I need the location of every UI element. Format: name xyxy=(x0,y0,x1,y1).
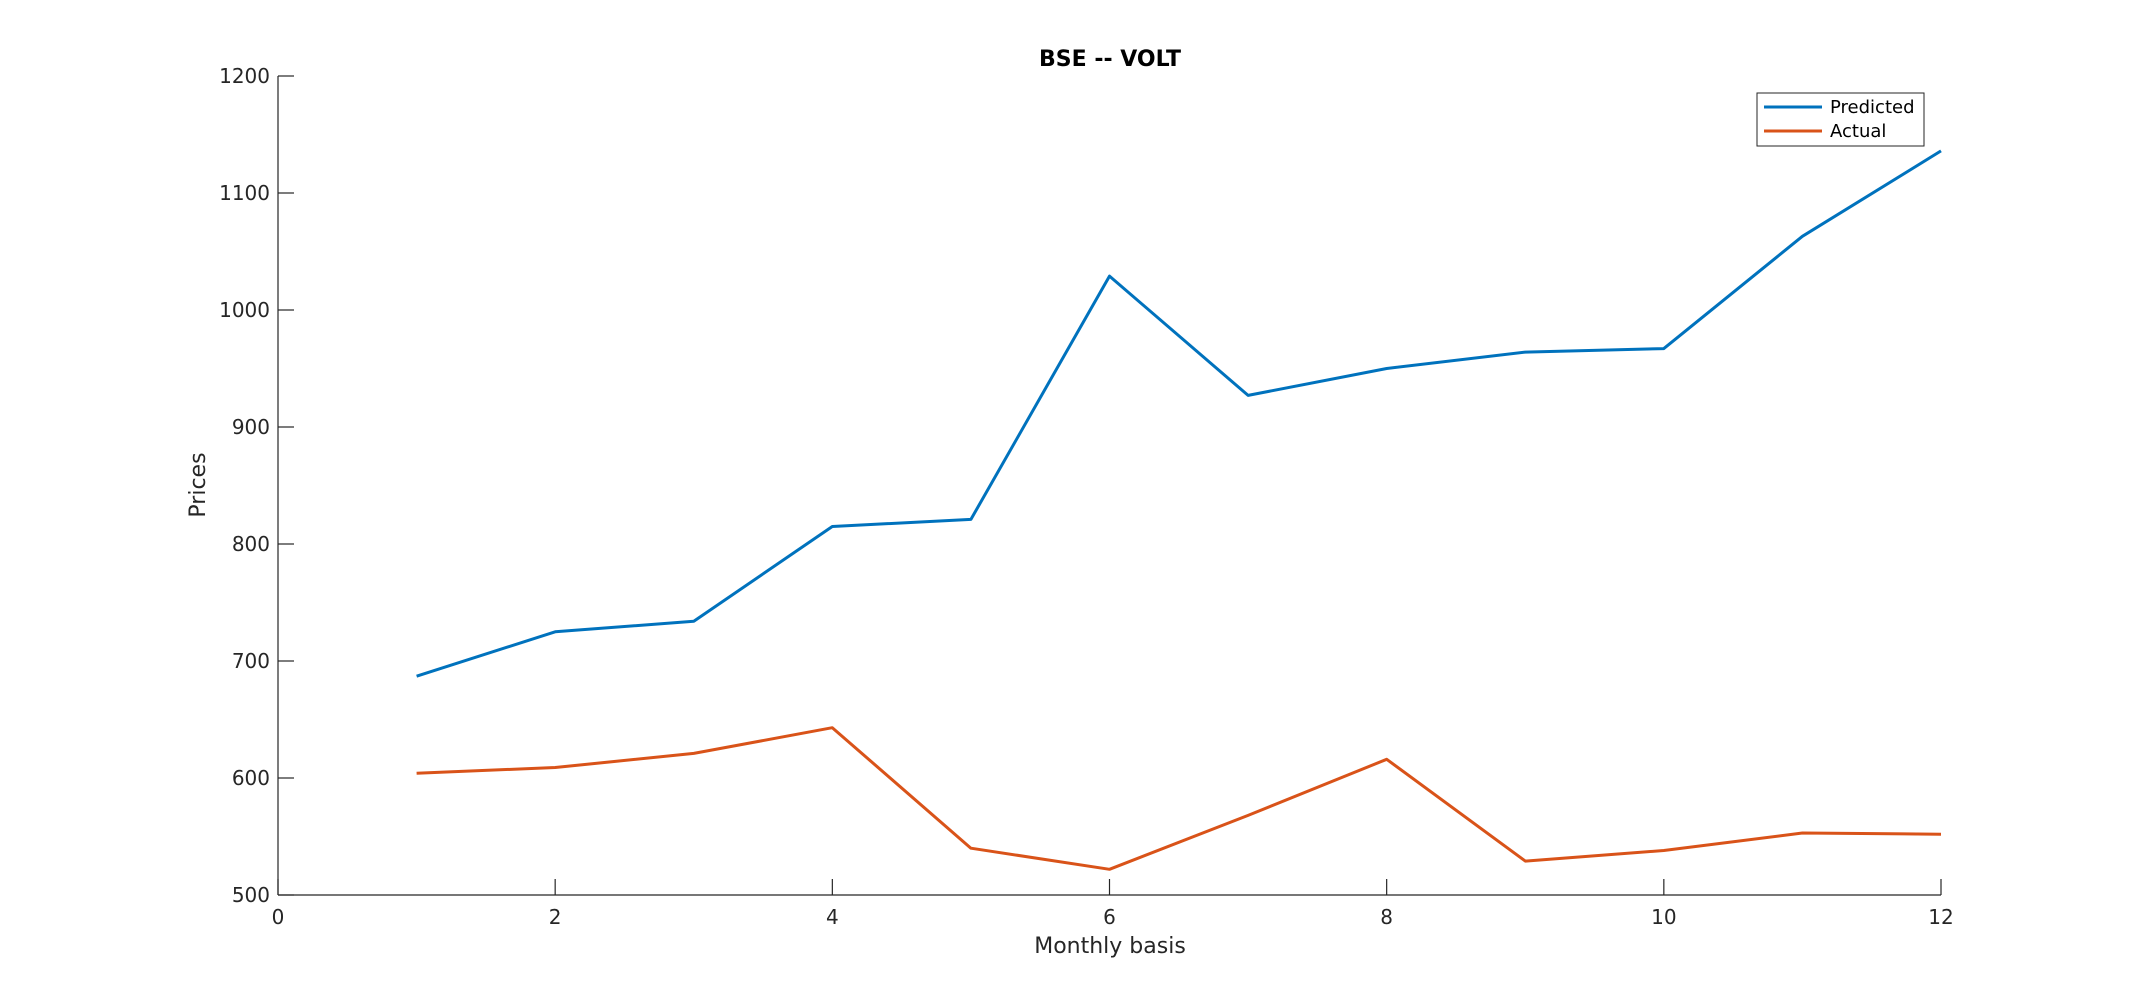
y-axis-label: Prices xyxy=(186,452,211,517)
y-tick-label: 900 xyxy=(232,415,270,439)
x-tick-label: 4 xyxy=(826,905,839,929)
legend-label-predicted: Predicted xyxy=(1830,97,1915,118)
y-tick-label: 600 xyxy=(232,766,270,790)
series-line-actual xyxy=(416,726,1942,871)
series-lines xyxy=(416,149,1942,871)
legend-box xyxy=(1756,92,1925,147)
y-ticks: 500 600 700 800 900 1000 1100 1200 xyxy=(219,64,294,907)
x-tick-label: 6 xyxy=(1103,905,1116,929)
chart-title: BSE -- VOLT xyxy=(1039,47,1181,72)
y-tick-label: 1000 xyxy=(219,298,270,322)
x-tick-label: 0 xyxy=(272,905,285,929)
x-tick-label: 2 xyxy=(549,905,562,929)
x-tick-label: 8 xyxy=(1380,905,1393,929)
x-axis-label: Monthly basis xyxy=(1034,934,1186,959)
y-tick-label: 1200 xyxy=(219,64,270,88)
y-tick-label: 500 xyxy=(232,883,270,907)
x-ticks: 0 2 4 6 8 10 12 xyxy=(272,879,1954,929)
x-tick-label: 12 xyxy=(1928,905,1953,929)
y-tick-label: 1100 xyxy=(219,181,270,205)
y-tick-label: 700 xyxy=(232,649,270,673)
y-tick-label: 800 xyxy=(232,532,270,556)
series-line-predicted xyxy=(416,149,1942,678)
x-tick-label: 10 xyxy=(1651,905,1676,929)
legend: Predicted Actual xyxy=(1756,92,1925,147)
legend-label-actual: Actual xyxy=(1830,121,1886,142)
